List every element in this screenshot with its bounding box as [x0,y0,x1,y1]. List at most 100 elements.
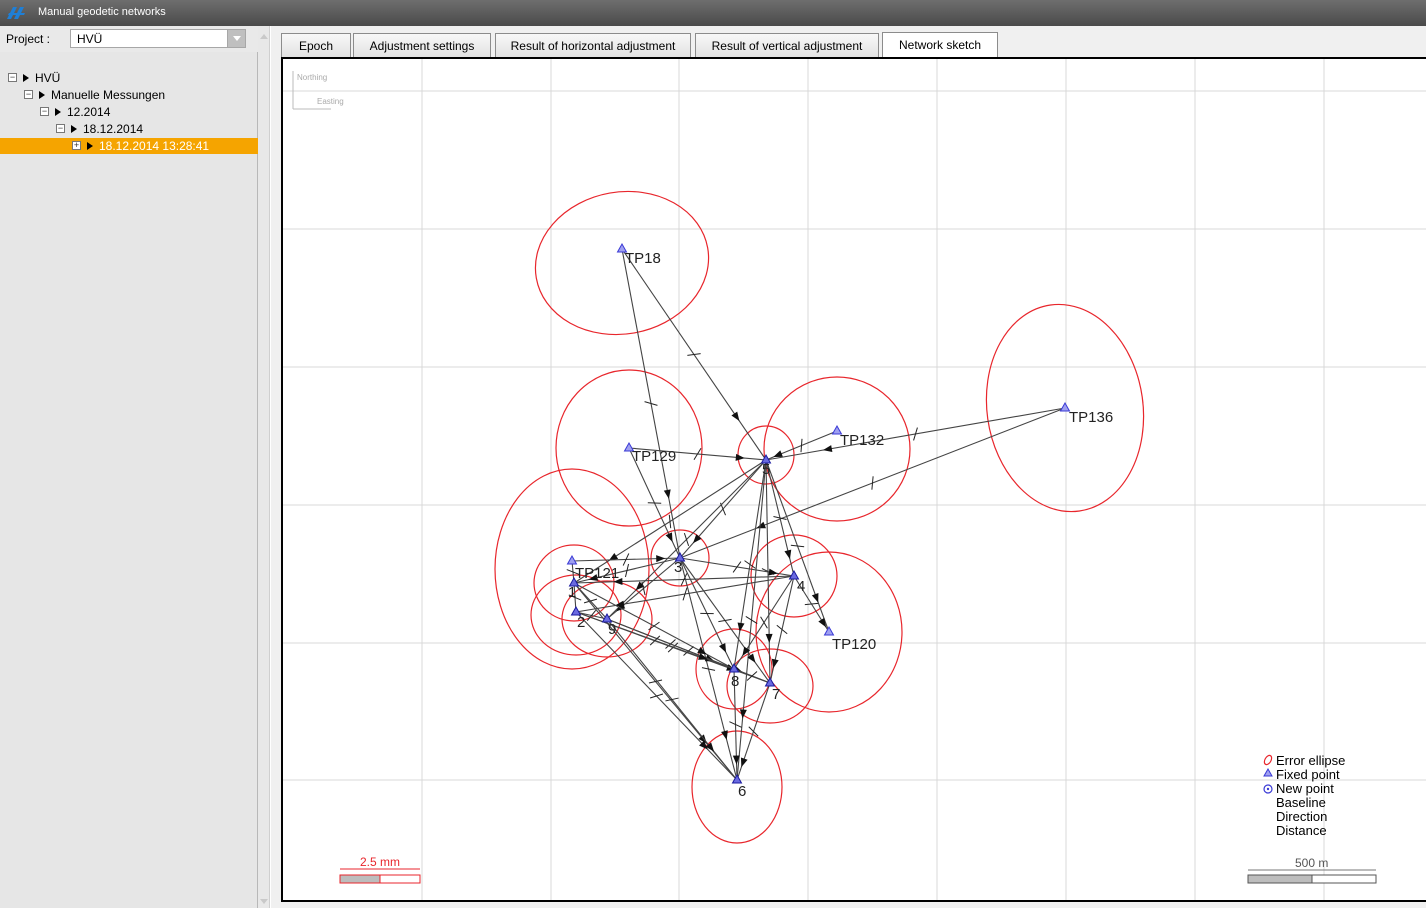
legend-new-point: New point [1276,781,1334,796]
new-point-dot [1266,787,1270,791]
direction-arrow [771,658,779,669]
project-dropdown[interactable]: HVÜ [70,29,246,48]
error-ellipse-7 [726,648,814,724]
tab-result-of-horizontal-adjustment[interactable]: Result of horizontal adjustment [495,33,691,57]
node-arrow-icon [87,142,93,150]
network-sketch-canvas[interactable]: Northing Easting TP18 TP129 TP132 TP136 TP121 T… [281,57,1426,902]
node-arrow-icon [71,125,77,133]
point-tp129[interactable]: TP129 [623,441,677,465]
new-point-icon [764,676,776,687]
tree-item[interactable]: − Manuelle Messungen [0,87,258,103]
scale-bar-empty [379,874,421,884]
new-point-icon [760,453,772,464]
direction-arrow [740,757,748,768]
error-ellipse-6 [691,730,783,844]
panel-splitter[interactable] [258,26,270,908]
direction-arrow [735,453,745,461]
node-arrow-icon [55,108,61,116]
distance-tick [586,609,597,622]
direction-arrow [739,709,747,719]
distance-tick [760,616,768,629]
error-ellipse-icon [1263,754,1273,766]
distance-tick [746,671,758,681]
tree-item[interactable]: − HVÜ [0,70,258,86]
distance-tick [913,427,918,441]
distance-tick [641,581,646,596]
collapse-icon[interactable]: − [24,89,33,99]
point-5[interactable]: 5 [760,453,772,478]
error-ellipse-1 [533,544,615,622]
error-ellipse-tp136 [985,303,1145,513]
new-point-icon [788,569,800,580]
point-label: 1 [568,584,576,601]
point-4[interactable]: 4 [788,569,806,595]
tree-item[interactable]: − 12.2014 [0,104,258,120]
project-tree-panel: Project : HVÜ − HVÜ − Manuelle Messungen −12… [0,26,258,908]
collapse-icon[interactable]: − [56,123,65,133]
distance-tick [744,560,756,569]
direction-arrow [732,755,740,765]
point-label: 7 [772,686,780,703]
distance-tick [683,646,694,656]
north-arrow: Northing Easting [292,71,344,110]
point-1[interactable]: 1 [568,576,580,601]
tree-item-label: Manuelle Messungen [51,88,166,102]
fixed-point-icon [831,424,843,435]
point-tp136[interactable]: TP136 [1059,401,1114,426]
tree-item[interactable]: +18.12.2014 13:28:41 [0,138,258,154]
point-tp18[interactable]: TP18 [616,242,661,267]
direction-arrow [698,734,707,744]
direction-arrow [731,411,740,422]
collapse-icon[interactable]: − [40,106,49,116]
error-ellipse-2 [530,574,622,656]
point-9[interactable]: 9 [601,612,617,638]
scroll-down-icon[interactable] [260,899,268,904]
point-tp121[interactable]: TP121 [566,554,620,582]
fixed-point-icon [823,625,835,636]
tab-bar: Epoch Adjustment settings Result of horizo… [271,26,1426,58]
distance-tick [718,618,732,623]
new-point-icon [731,773,743,784]
direction-arrow [705,742,715,752]
point-tp120[interactable]: TP120 [823,625,877,653]
scroll-up-icon[interactable] [260,34,268,39]
window-title: Manual geodetic networks [38,6,166,18]
point-6[interactable]: 6 [731,773,747,800]
direction-arrow [784,549,792,560]
error-ellipse-tp129 [555,369,703,527]
distance-tick [776,624,788,635]
distance-tick [790,544,805,548]
distance-tick [649,693,664,699]
distance-tick [773,516,787,520]
fixed-point-icon [566,554,578,565]
tree-item[interactable]: − 18.12.2014 [0,121,258,137]
point-tp132[interactable]: TP132 [831,424,885,449]
tree-item-label: 18.12.2014 13:28:41 [99,139,210,153]
tab-epoch[interactable]: Epoch [281,33,351,57]
error-ellipse-tp132 [763,376,911,522]
direction-arrow [698,653,708,660]
expand-icon[interactable]: + [72,140,81,150]
point-3[interactable]: 3 [674,551,686,576]
distance-tick [687,353,701,356]
fixed-point-icon [1059,401,1071,412]
collapse-icon[interactable]: − [8,72,17,82]
distance-tick [693,448,702,460]
error-ellipse-9 [561,580,653,658]
distance-tick [568,594,582,601]
new-point-icon [570,605,582,616]
map-scale-label: 500 m [1295,856,1328,870]
legend-distance: Distance [1276,823,1327,838]
tab-result-of-vertical-adjustment[interactable]: Result of vertical adjustment [695,33,879,57]
point-8[interactable]: 8 [728,662,740,690]
direction-arrow [616,602,626,612]
scale-bar-filled [1247,874,1313,884]
point-7[interactable]: 7 [764,676,781,703]
point-2[interactable]: 2 [570,605,586,631]
tab-adjustment-settings[interactable]: Adjustment settings [353,33,491,57]
direction-arrow [608,552,619,561]
chevron-down-icon[interactable] [227,30,245,47]
tab-network-sketch[interactable]: Network sketch [882,32,998,58]
project-label: Project : [6,32,51,46]
tree-item-label: HVÜ [35,71,61,85]
